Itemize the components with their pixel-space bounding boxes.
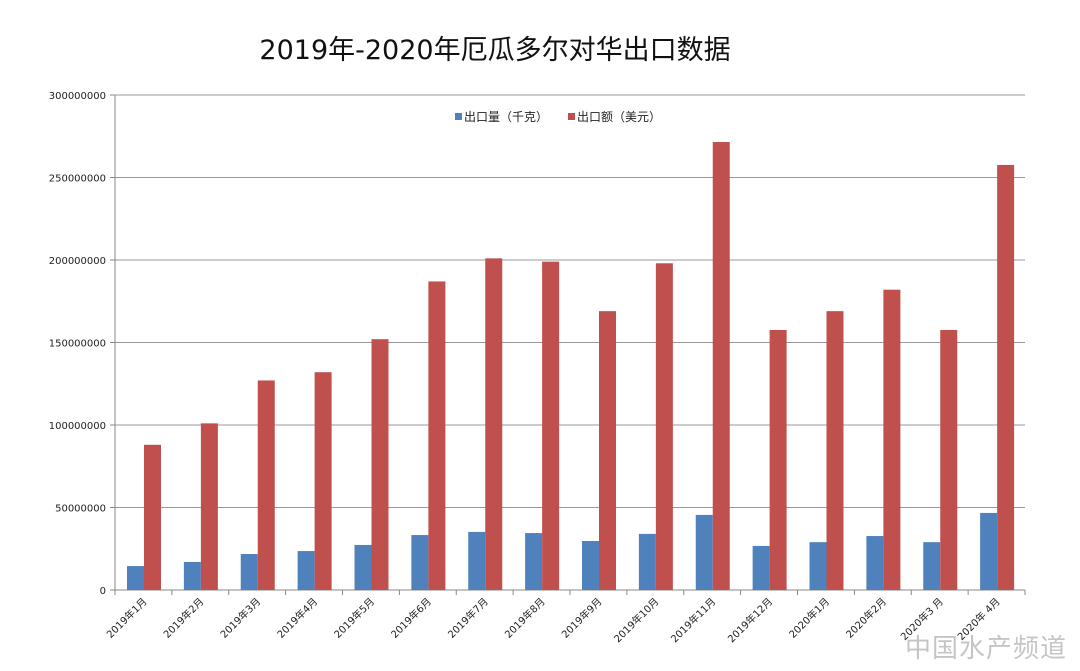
x-tick-label: 2020年1月 [786, 595, 832, 641]
bar-volume [183, 561, 201, 590]
bar-volume [866, 536, 884, 590]
x-tick-label: 2019年5月 [331, 595, 377, 641]
bar-volume [923, 542, 941, 590]
y-tick-label: 250000000 [49, 174, 106, 185]
bar-value [200, 423, 218, 590]
bar-value [428, 281, 446, 590]
bar-value [883, 289, 901, 590]
bar-value [826, 311, 844, 590]
bar-volume [525, 533, 543, 590]
bar-volume [411, 535, 429, 590]
y-tick-label: 100000000 [49, 421, 106, 432]
bar-value [314, 372, 332, 590]
x-tick-label: 2020年2月 [843, 595, 889, 641]
legend-label: 出口额（美元） [577, 110, 661, 124]
bar-volume [468, 531, 486, 590]
bar-volume [752, 545, 770, 590]
x-tick-label: 2019年10月 [611, 595, 661, 645]
bar-value [655, 263, 673, 590]
legend-swatch [568, 113, 575, 120]
bar-volume [127, 566, 144, 590]
y-tick-label: 50000000 [55, 504, 106, 515]
bar-volume [980, 512, 998, 590]
bar-value [997, 164, 1015, 590]
bar-value [712, 142, 730, 590]
x-tick-label: 2019年11月 [668, 595, 718, 645]
x-tick-label: 2019年1月 [104, 595, 150, 641]
bar-value [542, 261, 560, 590]
x-tick-label: 2019年8月 [502, 595, 548, 641]
y-tick-label: 150000000 [49, 339, 106, 350]
chart-title: 2019年-2020年厄瓜多尔对华出口数据 [259, 35, 731, 66]
bar-volume [297, 551, 315, 590]
bar-value [769, 329, 787, 590]
bar-value [371, 339, 389, 590]
x-tick-label: 2019年3月 [217, 595, 263, 641]
bar-value [485, 258, 503, 590]
bar-volume [695, 514, 713, 590]
bar-volume [809, 542, 827, 590]
legend-label: 出口量（千克） [464, 110, 548, 124]
bar-value [144, 444, 161, 590]
legend-swatch [455, 113, 462, 120]
bar-value [599, 311, 616, 590]
x-tick-label: 2019年4月 [274, 595, 320, 641]
y-tick-label: 0 [100, 586, 106, 597]
x-tick-label: 2019年6月 [388, 595, 434, 641]
bar-value [257, 380, 275, 590]
watermark-logo: 中国水产频道 [905, 634, 1068, 664]
bar-volume [240, 554, 258, 590]
x-tick-label: 2019年9月 [559, 595, 605, 641]
y-tick-label: 200000000 [49, 256, 106, 267]
y-tick-label: 300000000 [49, 91, 106, 102]
bar-volume [354, 544, 372, 590]
bar-volume [582, 540, 599, 590]
x-tick-label: 2019年2月 [161, 595, 207, 641]
bar-volume [638, 533, 656, 590]
x-tick-label: 2019年7月 [445, 595, 491, 641]
x-tick-label: 2019年12月 [725, 595, 775, 645]
bar-value [940, 329, 958, 590]
